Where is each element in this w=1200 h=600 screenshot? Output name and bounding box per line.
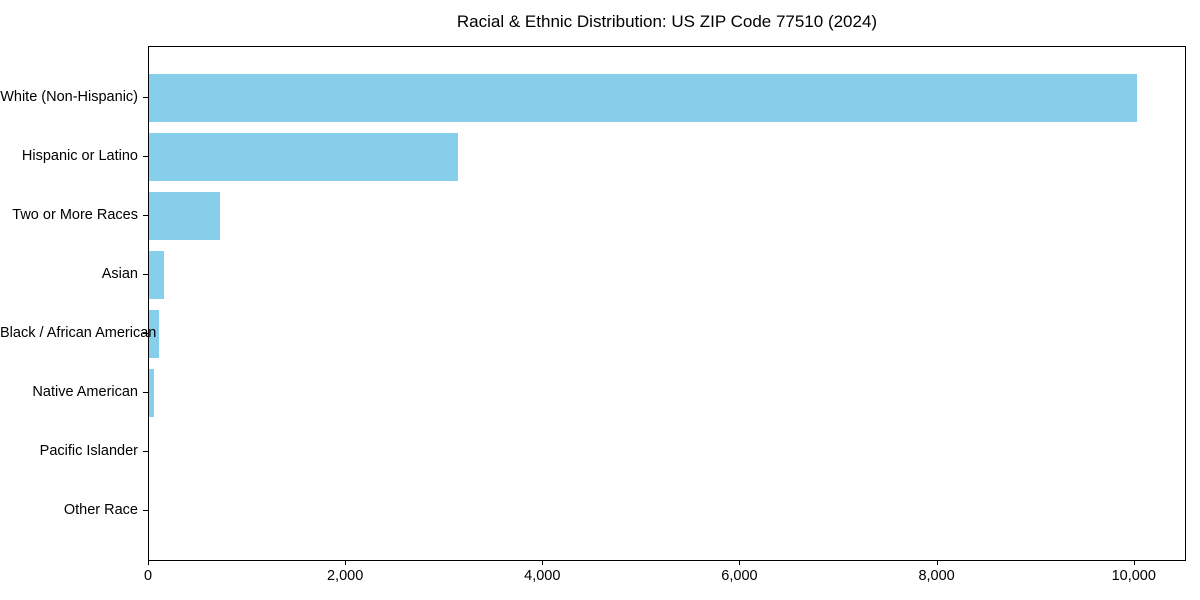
bar — [149, 133, 459, 182]
x-tick — [148, 561, 149, 565]
chart-title: Racial & Ethnic Distribution: US ZIP Cod… — [456, 12, 878, 31]
y-axis-label: Two or More Races — [12, 207, 138, 224]
x-tick — [936, 561, 938, 565]
bar — [149, 192, 220, 241]
x-tick-label: 8,000 — [918, 568, 955, 584]
x-tick — [542, 561, 544, 565]
y-axis-label: Pacific Islander — [39, 442, 138, 459]
x-tick — [345, 561, 347, 565]
y-tick — [143, 332, 148, 334]
plot-area — [148, 46, 1186, 561]
x-tick — [739, 561, 741, 565]
y-tick — [143, 97, 148, 99]
y-tick — [143, 215, 148, 217]
y-axis-label: Black / African American — [0, 324, 157, 341]
y-axis-label: Hispanic or Latino — [21, 148, 138, 165]
x-tick-label: 4,000 — [524, 568, 561, 584]
x-tick-label: 0 — [143, 568, 153, 584]
y-axis-label: Other Race — [63, 501, 138, 518]
y-tick — [143, 156, 148, 158]
bar — [149, 251, 164, 300]
x-tick-label: 10,000 — [1111, 568, 1156, 584]
bar — [149, 309, 159, 358]
y-axis-label: White (Non-Hispanic) — [0, 89, 138, 106]
bar — [149, 74, 1137, 123]
y-axis-label: Native American — [32, 383, 138, 400]
y-axis-label: Asian — [101, 266, 138, 283]
y-tick — [143, 450, 148, 452]
y-tick — [143, 274, 148, 276]
bar — [149, 368, 155, 417]
x-tick — [1133, 561, 1135, 565]
y-tick — [143, 391, 148, 393]
y-tick — [143, 509, 148, 511]
x-tick-label: 2,000 — [326, 568, 364, 584]
x-tick-label: 6,000 — [721, 568, 758, 584]
